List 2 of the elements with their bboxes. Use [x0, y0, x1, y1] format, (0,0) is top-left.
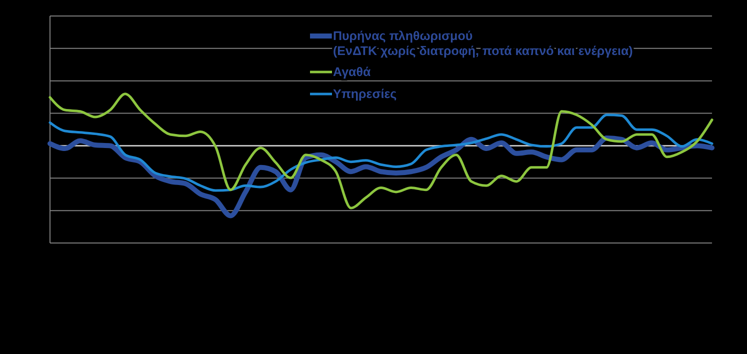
legend-label: Υπηρεσίες: [333, 87, 397, 101]
legend-label: Αγαθά: [333, 65, 371, 79]
